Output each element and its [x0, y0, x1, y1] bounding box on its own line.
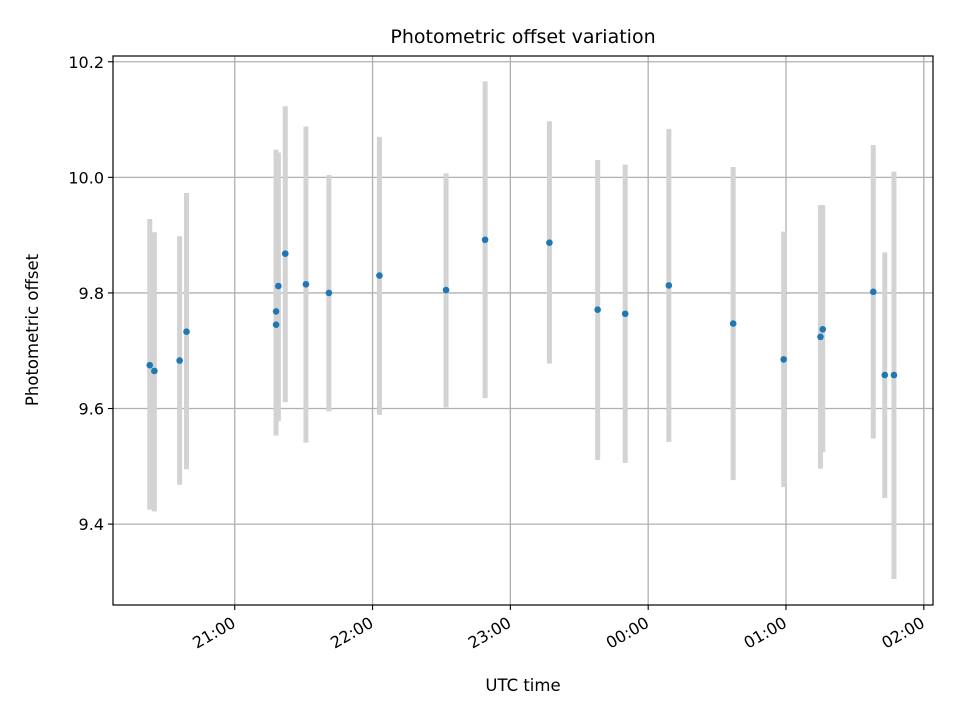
y-tick-label: 10.0: [68, 168, 104, 187]
data-point: [275, 282, 282, 290]
data-point: [621, 310, 629, 318]
data-point: [376, 272, 383, 279]
data-point: [281, 250, 289, 257]
data-point: [146, 361, 154, 369]
data-point: [729, 320, 737, 327]
y-tick-label: 9.8: [79, 284, 104, 303]
y-tick-label: 9.4: [79, 515, 104, 534]
y-tick-label: 9.6: [79, 400, 104, 419]
data-point: [890, 371, 898, 379]
data-points: [146, 236, 898, 379]
data-point: [546, 239, 553, 246]
data-point: [183, 328, 190, 335]
y-axis-label: Photometric offset: [23, 253, 42, 406]
plot-frame: [112, 55, 934, 606]
data-point: [869, 288, 877, 296]
data-point: [151, 367, 158, 375]
chart-title: Photometric offset variation: [390, 26, 655, 48]
data-point: [176, 357, 183, 364]
x-axis-label: UTC time: [485, 676, 560, 695]
data-point: [325, 289, 333, 297]
data-point: [817, 333, 824, 341]
y-tick-label: 10.2: [68, 53, 104, 72]
data-point: [481, 236, 489, 244]
data-point: [881, 371, 889, 379]
data-point: [780, 356, 788, 363]
data-point: [302, 280, 310, 288]
data-point: [665, 282, 673, 289]
data-point: [272, 321, 280, 329]
data-point: [442, 286, 450, 294]
data-point: [819, 326, 827, 333]
data-point: [594, 306, 601, 313]
data-point: [272, 308, 280, 315]
